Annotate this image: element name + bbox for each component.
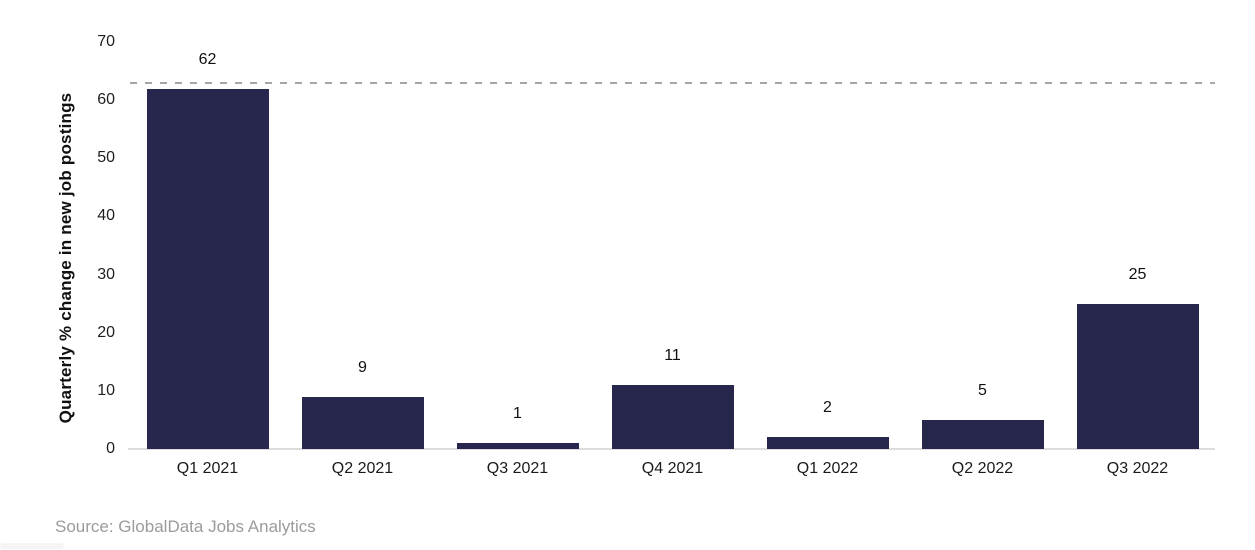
cropped-element-fragment — [0, 543, 64, 549]
bar-value-label: 62 — [198, 50, 217, 68]
x-axis-tick-label: Q2 2022 — [951, 460, 1014, 477]
bar-group: 5 Q2 2022 — [905, 42, 1060, 477]
bar-value-label: 5 — [978, 381, 987, 399]
y-axis-tick-label: 60 — [97, 91, 115, 109]
bar — [1076, 303, 1199, 449]
bar-value-label: 1 — [513, 405, 522, 423]
x-axis-tick-label: Q2 2021 — [331, 460, 394, 477]
bar-value-label: 2 — [823, 399, 832, 417]
bar-group: 11 Q4 2021 — [595, 42, 750, 477]
x-axis-tick-label: Q3 2022 — [1106, 460, 1169, 477]
y-axis-tick-label: 70 — [97, 33, 115, 50]
bar-group: 25 Q3 2022 — [1060, 42, 1215, 477]
y-axis-title: Quarterly % change in new job postings — [56, 92, 75, 424]
plot-area: 62 Q1 2021 9 Q2 2021 1 Q3 2021 11 Q4 2021 2 Q1 20… — [128, 42, 1215, 477]
bar — [456, 443, 579, 449]
bar — [146, 88, 269, 449]
y-axis-tick-label: 50 — [97, 149, 115, 167]
y-axis-tick-label: 30 — [97, 265, 115, 283]
bar-series: 62 Q1 2021 9 Q2 2021 1 Q3 2021 11 Q4 2021 2 Q1 20… — [130, 42, 1215, 477]
bar-value-label: 25 — [1128, 265, 1147, 283]
bar — [766, 437, 889, 449]
y-axis-tick-label: 40 — [97, 207, 115, 225]
bar — [611, 385, 734, 449]
bar-group: 9 Q2 2021 — [285, 42, 440, 477]
bar-group: 1 Q3 2021 — [440, 42, 595, 477]
bar-group: 2 Q1 2022 — [750, 42, 905, 477]
bar-group: 62 Q1 2021 — [130, 42, 285, 477]
reference-dashed-line — [130, 81, 1215, 84]
x-axis-tick-label: Q4 2021 — [641, 460, 704, 477]
source-caption: Source: GlobalData Jobs Analytics — [55, 517, 316, 536]
x-axis-tick-label: Q1 2022 — [796, 460, 859, 477]
bar-value-label: 9 — [358, 358, 367, 376]
x-axis-tick-label: Q3 2021 — [486, 460, 549, 477]
bar-value-label: 11 — [664, 347, 681, 365]
y-axis-tick-label: 0 — [106, 440, 115, 457]
x-axis-tick-label: Q1 2021 — [176, 460, 239, 477]
bar — [921, 419, 1044, 449]
y-axis-tick-label: 10 — [97, 381, 115, 399]
y-axis-tick-label: 20 — [97, 323, 115, 341]
x-axis-line — [128, 448, 1215, 450]
bar — [301, 396, 424, 449]
